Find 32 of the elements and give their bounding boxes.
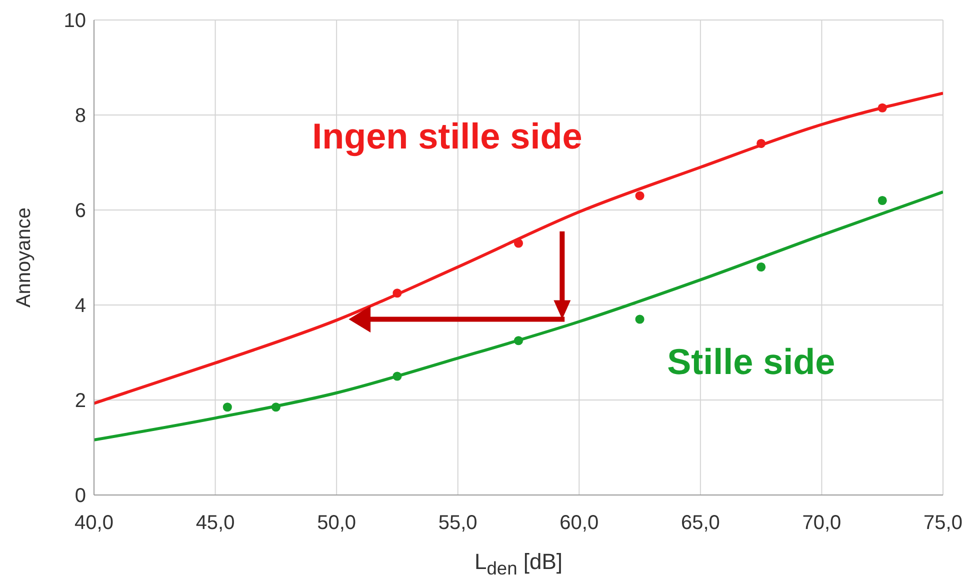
- y-tick-label: 0: [74, 485, 86, 508]
- point: [392, 372, 402, 381]
- x-tick-label: 40,0: [74, 512, 114, 534]
- point: [635, 191, 644, 200]
- line-series: [94, 190, 943, 442]
- x-tick-label: 50,0: [317, 512, 356, 534]
- y-tick-label: 10: [64, 10, 86, 32]
- point: [756, 138, 766, 148]
- x-axis-title: L$_{den}$ [dB]: [474, 549, 563, 578]
- y-axis-title: Annoyance: [13, 207, 35, 308]
- point: [756, 262, 766, 272]
- y-tick-label: 4: [74, 295, 86, 318]
- y-tick-label: 8: [74, 105, 86, 128]
- point: [514, 336, 524, 346]
- point: [514, 238, 524, 248]
- point: [878, 196, 887, 206]
- x-tick-label: 60,0: [560, 512, 599, 534]
- x-tick-label: 45,0: [196, 512, 235, 534]
- series-label: Ingen stille side: [312, 115, 582, 156]
- x-tick-label: 75,0: [924, 512, 962, 534]
- point: [878, 103, 887, 112]
- point: [392, 288, 402, 298]
- point: [635, 314, 644, 324]
- point: [222, 402, 232, 412]
- point: [271, 402, 280, 412]
- y-tick-label: 6: [74, 200, 86, 222]
- series-label: Stille side: [667, 340, 836, 382]
- line-series: [94, 92, 943, 405]
- x-tick-label: 70,0: [802, 512, 842, 534]
- x-tick-label: 55,0: [438, 512, 478, 534]
- y-tick-label: 2: [74, 390, 86, 412]
- x-tick-label: 65,0: [680, 512, 720, 534]
